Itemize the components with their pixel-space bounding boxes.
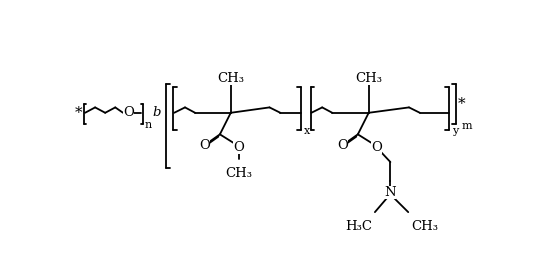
Text: CH₃: CH₃ xyxy=(355,72,382,85)
Text: O: O xyxy=(123,106,134,119)
Text: CH₃: CH₃ xyxy=(217,72,244,85)
Text: *: * xyxy=(458,97,466,110)
Text: CH₃: CH₃ xyxy=(225,167,252,180)
Text: H₃C: H₃C xyxy=(345,220,372,233)
Text: O: O xyxy=(233,141,244,154)
Text: m: m xyxy=(462,121,472,131)
Text: *: * xyxy=(75,106,82,120)
Text: N: N xyxy=(385,186,396,199)
Text: x: x xyxy=(304,126,310,136)
Text: O: O xyxy=(371,141,382,154)
Text: O: O xyxy=(199,140,210,152)
Text: b: b xyxy=(153,106,162,119)
Text: O: O xyxy=(337,140,348,152)
Text: CH₃: CH₃ xyxy=(411,220,438,233)
Text: y: y xyxy=(453,126,459,136)
Text: n: n xyxy=(145,120,152,130)
